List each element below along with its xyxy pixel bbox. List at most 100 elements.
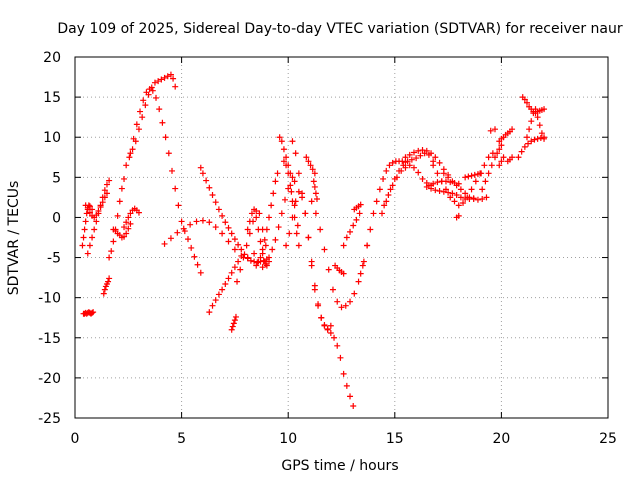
- data-point: [430, 180, 437, 187]
- data-point: [350, 402, 357, 409]
- data-point: [455, 202, 462, 209]
- data-point: [129, 146, 136, 153]
- data-series: [100, 275, 113, 297]
- y-tick-label: 5: [52, 170, 61, 186]
- plot-frame: [74, 56, 609, 419]
- data-point: [283, 154, 290, 161]
- data-point: [308, 258, 315, 265]
- data-point: [376, 186, 383, 193]
- data-point: [123, 219, 130, 226]
- data-point: [483, 194, 490, 201]
- data-point: [248, 210, 255, 217]
- data-point: [270, 190, 277, 197]
- data-point: [184, 236, 191, 243]
- data-point: [235, 258, 242, 265]
- data-point: [353, 216, 360, 223]
- data-point: [228, 269, 235, 276]
- data-point: [175, 202, 182, 209]
- data-point: [318, 314, 325, 321]
- data-point: [139, 114, 146, 121]
- data-point: [246, 218, 253, 225]
- data-point: [343, 234, 350, 241]
- data-point: [133, 121, 140, 128]
- data-point: [289, 214, 296, 221]
- data-point: [140, 97, 147, 104]
- data-point: [231, 236, 238, 243]
- data-point: [357, 201, 364, 208]
- data-point: [212, 297, 219, 304]
- data-point: [432, 187, 439, 194]
- data-point: [143, 89, 150, 96]
- data-point: [127, 210, 134, 217]
- data-point: [305, 158, 312, 165]
- data-point: [523, 99, 530, 106]
- data-point: [415, 169, 422, 176]
- data-point: [515, 154, 522, 161]
- data-point: [253, 262, 260, 269]
- data-point: [243, 242, 250, 249]
- data-point: [521, 96, 528, 103]
- data-point: [101, 286, 108, 293]
- data-point: [89, 234, 96, 241]
- data-point: [121, 224, 128, 231]
- data-point: [251, 206, 258, 213]
- data-point: [285, 170, 292, 177]
- data-point: [311, 282, 318, 289]
- data-series: [253, 170, 281, 269]
- data-point: [357, 270, 364, 277]
- data-point: [351, 290, 358, 297]
- data-point: [206, 219, 213, 226]
- data-point: [79, 242, 86, 249]
- data-point: [146, 86, 153, 93]
- data-point: [312, 190, 319, 197]
- data-point: [247, 257, 254, 264]
- data-point: [468, 172, 475, 179]
- data-point: [127, 150, 134, 157]
- data-point: [241, 251, 248, 258]
- data-point: [149, 87, 156, 94]
- data-point: [101, 187, 108, 194]
- data-point: [278, 138, 285, 145]
- data-point: [116, 198, 123, 205]
- data-point: [428, 185, 435, 192]
- data-point: [288, 188, 295, 195]
- plot-area: [79, 71, 548, 409]
- data-point: [393, 174, 400, 181]
- data-point: [274, 170, 281, 177]
- data-point: [106, 254, 113, 261]
- data-point: [404, 158, 411, 165]
- data-point: [402, 164, 409, 171]
- data-point: [410, 149, 417, 156]
- data-point: [172, 83, 179, 90]
- x-tick-label: 10: [279, 431, 297, 447]
- data-point: [299, 190, 306, 197]
- x-axis-label: GPS time / hours: [281, 458, 398, 474]
- data-point: [174, 229, 181, 236]
- data-point: [285, 185, 292, 192]
- data-series: [496, 154, 507, 169]
- data-point: [231, 317, 238, 324]
- data-point: [197, 164, 204, 171]
- data-point: [380, 175, 387, 182]
- data-point: [292, 198, 299, 205]
- data-point: [528, 138, 535, 145]
- data-point: [167, 235, 174, 242]
- data-point: [428, 150, 435, 157]
- data-point: [169, 167, 176, 174]
- data-point: [451, 198, 458, 205]
- data-point: [526, 126, 533, 133]
- data-point: [325, 266, 332, 273]
- data-point: [219, 286, 226, 293]
- data-point: [266, 214, 273, 221]
- data-point: [269, 246, 276, 253]
- data-point: [188, 244, 195, 251]
- data-point: [430, 162, 437, 169]
- data-point: [538, 130, 545, 137]
- y-tick-label: -25: [38, 411, 61, 427]
- y-tick-label: -10: [38, 291, 61, 307]
- data-point: [445, 174, 452, 181]
- chart-title: Day 109 of 2025, Sidereal Day-to-day VTE…: [57, 21, 623, 37]
- data-point: [170, 75, 177, 82]
- data-point: [203, 177, 210, 184]
- data-point: [309, 166, 316, 173]
